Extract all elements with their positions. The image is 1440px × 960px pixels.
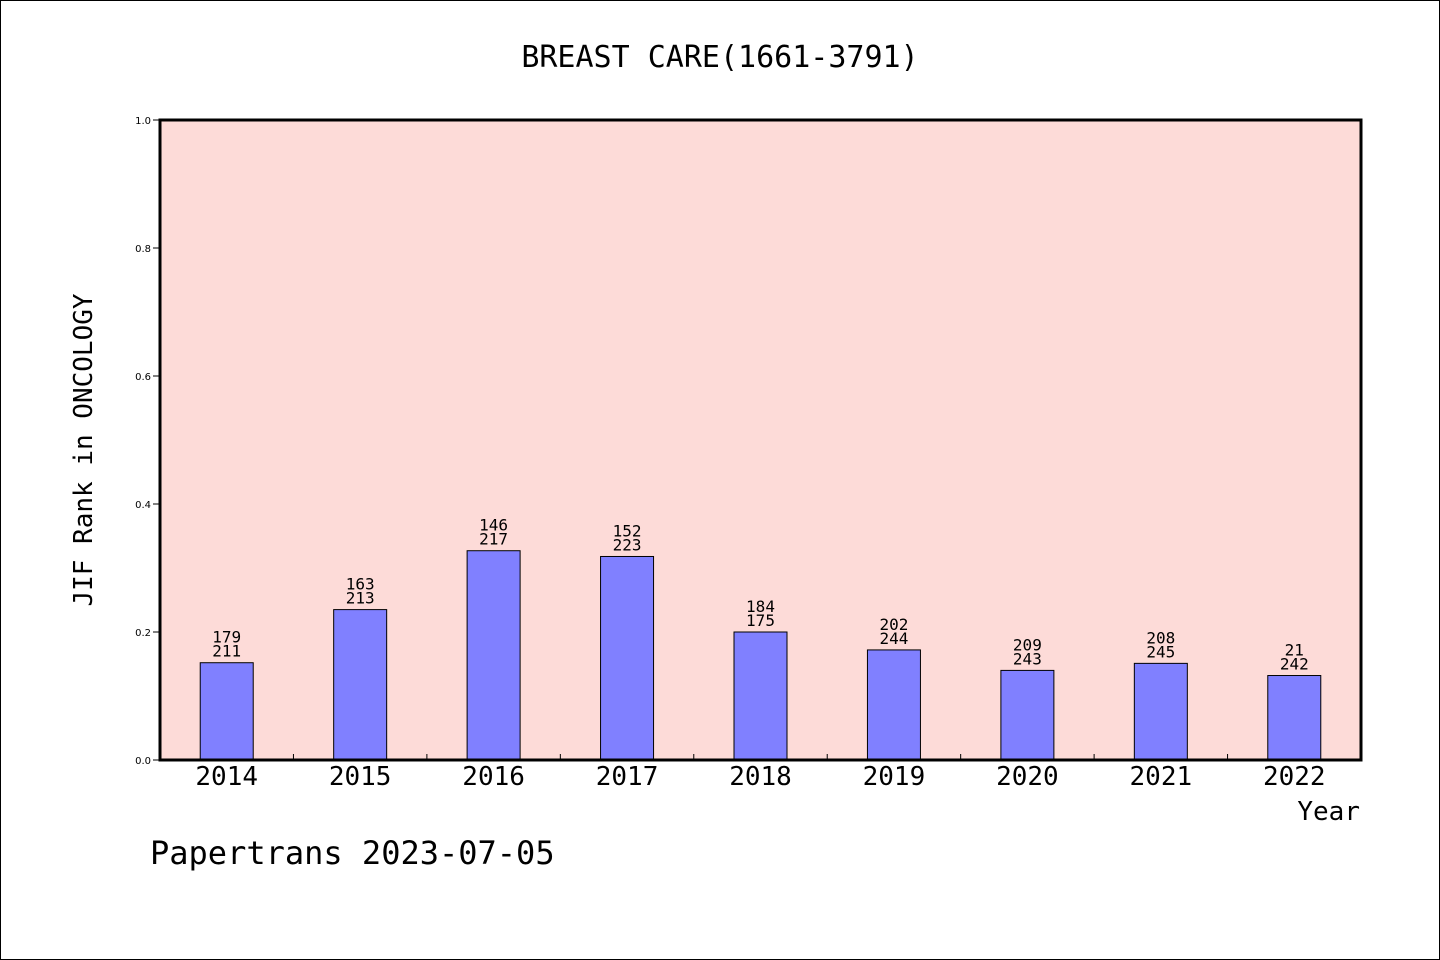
bar-total-label: 217 [479,530,508,549]
y-tick-label: 0.2 [135,628,151,639]
bar-rank-label: 21 [1285,641,1304,660]
bar [1133,662,1188,761]
bar-rank-label: 146 [479,516,508,535]
x-tick-label: 2015 [329,762,392,792]
bars-group [199,550,1322,761]
bar [600,555,655,761]
bar [1000,669,1055,761]
x-tick-label: 2019 [863,762,926,792]
bar-rank-label: 209 [1013,635,1042,654]
x-tick-label: 2022 [1263,762,1326,792]
bar-rank-label: 163 [346,575,375,594]
bar-total-label: 245 [1146,642,1175,661]
bar-total-label: 211 [212,642,241,661]
bar-rank-label: 208 [1146,628,1175,647]
bar [733,631,788,761]
x-axis-label: Year [1297,797,1360,827]
bar-total-label: 223 [613,535,642,554]
bar [866,649,921,761]
x-tick-label: 2020 [996,762,1059,792]
y-axis: 0.0 0.2 0.4 0.6 0.8 1.0 [135,116,160,767]
bar [1267,675,1322,761]
y-tick-label: 0.6 [135,372,151,383]
bar-rank-label: 202 [879,615,908,634]
y-tick-label: 0.4 [135,500,151,511]
plot-border [158,118,1363,762]
y-tick-label: 1.0 [135,116,151,127]
y-axis-label: JIF Rank in ONCOLOGY [69,293,99,606]
y-tick-label: 0.8 [135,244,151,255]
bar-rank-label: 152 [613,521,642,540]
x-tick-label: 2017 [596,762,659,792]
bar [333,609,388,761]
x-tick-label: 2018 [729,762,792,792]
x-tick-label: 2016 [462,762,525,792]
bar [199,662,254,761]
chart-title: BREAST CARE(1661-3791) [521,40,918,75]
bar-total-label: 213 [346,589,375,608]
bar-rank-label: 184 [746,597,775,616]
x-tick-label: 2014 [195,762,258,792]
bar-rank-label: 179 [212,628,241,647]
bar-total-label: 242 [1280,655,1309,674]
bar-total-label: 243 [1013,649,1042,668]
x-tick-label: 2021 [1130,762,1193,792]
footer-text: Papertrans 2023-07-05 [150,834,555,872]
bar-total-label: 244 [879,629,908,648]
x-axis: 2014 2015 2016 2017 2018 2019 2020 2021 2022 [195,754,1326,792]
bar [466,550,521,761]
bar-total-label: 175 [746,611,775,630]
y-tick-label: 0.0 [135,756,151,767]
